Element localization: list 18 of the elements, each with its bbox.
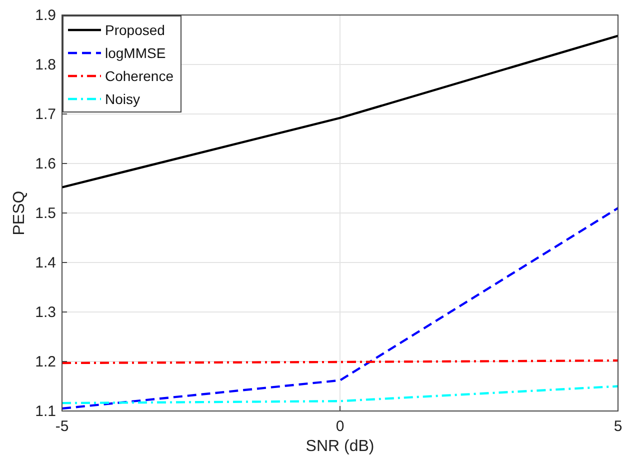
y-tick-label: 1.1 — [35, 403, 56, 420]
x-tick-label: 0 — [336, 418, 344, 435]
y-tick-label: 1.3 — [35, 304, 56, 321]
legend-label: Noisy — [105, 91, 140, 107]
x-axis-title: SNR (dB) — [306, 438, 374, 455]
legend-label: Proposed — [105, 22, 165, 38]
y-tick-label: 1.9 — [35, 7, 56, 24]
legend-label: logMMSE — [105, 45, 166, 61]
y-tick-label: 1.2 — [35, 354, 56, 370]
y-tick-label: 1.7 — [35, 106, 56, 123]
y-tick-label: 1.6 — [35, 156, 56, 172]
y-tick-label: 1.4 — [35, 254, 56, 272]
x-tick-label: 5 — [614, 418, 622, 435]
x-tick-label: -5 — [55, 418, 69, 435]
y-tick-label: 1.5 — [35, 205, 56, 222]
y-axis-title: PESQ — [11, 190, 28, 236]
y-tick-label: 1.8 — [35, 56, 56, 74]
legend-label: Coherence — [105, 68, 174, 84]
